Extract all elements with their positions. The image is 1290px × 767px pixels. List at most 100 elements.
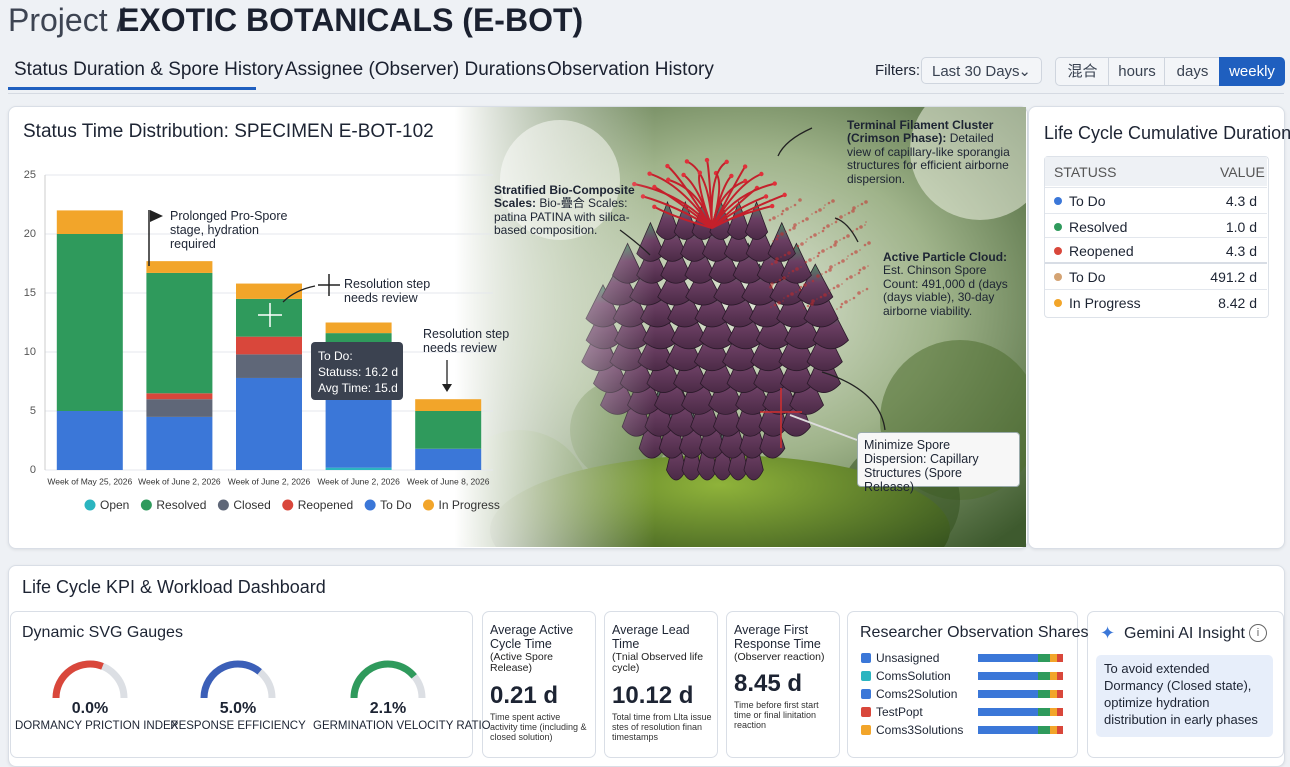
gauge-value: 5.0%: [219, 700, 257, 717]
column-header: VALUE: [1220, 164, 1265, 180]
kpi-content: Average Lead Time (Tnial Observed life cy…: [612, 623, 712, 743]
status-name: Resolved: [1069, 219, 1128, 235]
info-icon[interactable]: i: [1249, 624, 1267, 642]
share-swatch: [861, 653, 871, 663]
share-bar-segment: [1050, 690, 1058, 698]
share-bar-segment: [978, 654, 1038, 662]
insight-title: Gemini AI Insight: [1124, 625, 1245, 642]
kpi-value: 8.45 d: [734, 670, 803, 698]
tab[interactable]: Status Duration & Spore History: [14, 59, 284, 80]
kpi-note: Time before first start time or final li…: [734, 700, 819, 731]
annotation: Resolution step needs review: [344, 277, 431, 305]
unit-button[interactable]: hours: [1108, 57, 1166, 86]
share-bar-segment: [1037, 654, 1051, 662]
share-name: TestPopt: [876, 705, 923, 719]
share-bar-segment: [1057, 690, 1063, 698]
share-name: Unsasigned: [876, 651, 940, 665]
annotation: Prolonged Pro-Spore stage, hydration req…: [170, 209, 288, 251]
table-header: [1045, 157, 1267, 186]
dropdown-caret: ⌄: [1018, 63, 1031, 80]
kpi-value: 0.21 d: [490, 681, 559, 709]
kpi-card: [482, 611, 596, 758]
tab-underline: [8, 87, 256, 90]
gauge-value: 0.0%: [71, 700, 109, 717]
share-bar-segment: [1037, 726, 1051, 734]
share-bar-segment: [1037, 708, 1051, 716]
table-row: To Do 491.2 d: [1045, 262, 1267, 289]
kpi-title: Average Active Cycle Time: [490, 623, 574, 651]
share-bar-segment: [978, 708, 1038, 716]
share-bar-segment: [1050, 672, 1058, 680]
kpi-title: Average First Response Time: [734, 623, 821, 651]
status-dot: [1054, 299, 1062, 307]
table-row: Reopened 4.3 d: [1045, 237, 1267, 263]
callout-text: Est. Chinson Spore Count: 491,000 d (day…: [883, 263, 1008, 318]
unit-button-active[interactable]: weekly: [1219, 57, 1285, 86]
unit-button[interactable]: 混合: [1055, 57, 1110, 86]
status-name: To Do: [1069, 269, 1106, 285]
share-bar-segment: [1050, 708, 1058, 716]
insight-icon: ✦: [1100, 623, 1116, 643]
table-row: To Do 4.3 d: [1045, 187, 1267, 213]
kpi-note: Total time from Llta issue stes of resol…: [612, 711, 712, 742]
gauges-title: Dynamic SVG Gauges: [22, 624, 183, 641]
status-dot: [1054, 223, 1062, 231]
dashboard-title: Life Cycle KPI & Workload Dashboard: [22, 577, 326, 597]
status-value: 4.3 d: [1225, 243, 1257, 259]
kpi-subtitle: (Observer reaction): [734, 650, 825, 663]
share-bar-segment: [978, 672, 1038, 680]
gauge-label: DORMANCY PRICTION INDEX: [15, 720, 179, 732]
kpi-content: Average First Response Time (Observer rea…: [734, 623, 834, 731]
callout-heading: Active Particle Cloud:: [883, 250, 1008, 264]
page-title: EXOTIC BOTANICALS (E-BOT): [118, 2, 584, 38]
share-bar-segment: [1057, 654, 1063, 662]
kpi-note: Time spent active activity time (includi…: [490, 711, 587, 742]
tab-divider: [8, 93, 1284, 94]
status-name: To Do: [1069, 193, 1106, 209]
status-value: 8.42 d: [1218, 295, 1257, 311]
table-row: In Progress 8.42 d: [1045, 289, 1267, 315]
table-row: Resolved 1.0 d: [1045, 213, 1267, 239]
share-name: ComsSolution: [876, 669, 951, 683]
status-dot: [1054, 197, 1062, 205]
status-value: 491.2 d: [1210, 269, 1257, 285]
chart-title: Status Time Distribution: SPECIMEN E-BOT…: [23, 121, 434, 142]
unit-button[interactable]: days: [1164, 57, 1221, 86]
kpi-title: Average Lead Time: [612, 623, 690, 651]
tab[interactable]: Observation History: [547, 59, 714, 80]
share-bar-segment: [1057, 672, 1063, 680]
callout-box: Minimize Spore Dispersion: Capillary Str…: [857, 432, 1020, 494]
gauge-label: RESPONSE EFFICIENCY: [170, 720, 306, 732]
insight-text: To avoid extended Dormancy (Closed state…: [1096, 655, 1273, 737]
shares-title: Researcher Observation Shares: [860, 624, 1089, 641]
gauge-value: 2.1%: [369, 700, 407, 717]
project-label: Project /: [8, 2, 126, 38]
tooltip-line: To Do:: [318, 349, 353, 363]
share-name: Coms3Solutions: [876, 723, 964, 737]
tooltip-line: Avg Time: 15.d: [318, 381, 398, 395]
durations-title: Life Cycle Cumulative Durations: [1044, 123, 1290, 143]
filters-label: Filters:: [875, 62, 920, 79]
range-dropdown[interactable]: Last 30 Days ⌄: [921, 57, 1042, 84]
share-swatch: [861, 725, 871, 735]
status-name: In Progress: [1069, 295, 1141, 311]
share-swatch: [861, 707, 871, 717]
kpi-subtitle: (Tnial Observed life cycle): [612, 650, 704, 675]
share-bar-segment: [978, 690, 1038, 698]
tooltip: To Do: Statuss: 16.2 d Avg Time: 15.d: [311, 342, 403, 400]
status-dot: [1054, 273, 1062, 281]
kpi-value: 10.12 d: [612, 681, 694, 709]
share-bar-segment: [978, 726, 1038, 734]
share-bar-segment: [1050, 654, 1058, 662]
page: Project / EXOTIC BOTANICALS (E-BOT) Stat…: [8, 2, 1290, 767]
column-header: STATUSS: [1054, 164, 1117, 180]
kpi-card: [604, 611, 718, 758]
tooltip-line: Statuss: 16.2 d: [318, 365, 399, 379]
kpi-content: Average Active Cycle Time (Active Spore R…: [490, 623, 590, 743]
tab[interactable]: Assignee (Observer) Durations: [285, 59, 546, 80]
share-bar-segment: [1057, 726, 1063, 734]
durations-table: [1044, 156, 1269, 318]
kpi-card: [726, 611, 840, 758]
callout: Terminal Filament Cluster (Crimson Phase…: [847, 118, 1012, 186]
share-bar-segment: [1057, 708, 1063, 716]
